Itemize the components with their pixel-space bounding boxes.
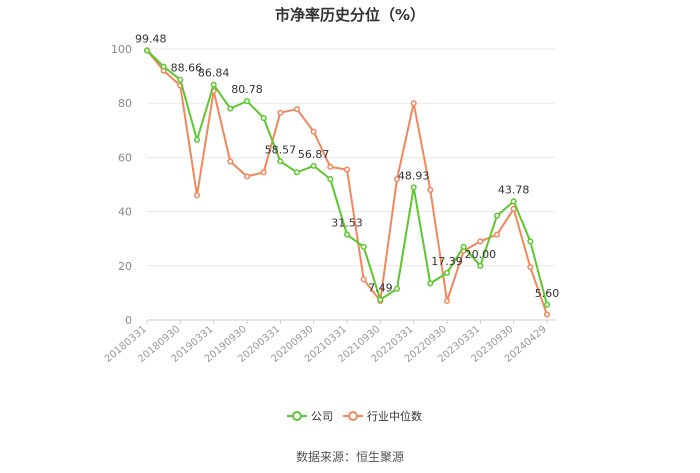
data-point	[210, 81, 217, 88]
data-point	[243, 173, 251, 180]
data-point	[327, 163, 334, 170]
y-tick-label: 80	[118, 97, 132, 110]
data-point	[160, 63, 167, 70]
data-point	[527, 264, 534, 271]
data-point	[143, 47, 151, 54]
data-point	[460, 243, 467, 250]
data-point	[193, 136, 201, 143]
data-point	[277, 158, 284, 165]
data-label: 48.93	[398, 169, 430, 182]
data-point	[177, 76, 184, 83]
data-label: 43.78	[498, 183, 530, 196]
data-point	[527, 238, 534, 245]
data-point	[477, 262, 484, 269]
data-point	[410, 100, 417, 107]
data-point	[493, 212, 501, 219]
data-label: 20.00	[465, 248, 497, 261]
data-point	[510, 198, 517, 205]
data-point	[360, 243, 367, 250]
data-point	[343, 231, 351, 238]
data-point	[543, 311, 551, 318]
y-tick-label: 20	[118, 260, 132, 273]
data-point	[427, 280, 434, 287]
data-point	[443, 269, 451, 276]
legend-label: 行业中位数	[367, 409, 422, 423]
data-point	[477, 238, 484, 245]
data-point	[260, 169, 267, 176]
data-point	[360, 276, 367, 283]
y-tick-label: 40	[118, 206, 132, 219]
data-label: 99.48	[135, 32, 167, 45]
data-label: 17.39	[431, 255, 463, 268]
data-point	[277, 109, 284, 116]
y-tick-label: 100	[111, 43, 132, 56]
legend-label: 公司	[311, 410, 333, 423]
data-label: 86.84	[198, 67, 230, 80]
y-tick-label: 0	[125, 314, 132, 327]
y-tick-label: 60	[118, 151, 132, 164]
data-point	[293, 106, 301, 113]
legend-marker	[292, 411, 302, 421]
data-label: 88.66	[171, 62, 203, 75]
series-line-0	[146, 49, 548, 306]
data-point	[493, 231, 501, 238]
series-line-1	[146, 49, 548, 315]
data-point	[410, 184, 417, 191]
data-label: 80.78	[231, 83, 263, 96]
data-label: 5.60	[535, 287, 560, 300]
data-point	[377, 296, 384, 303]
data-point	[193, 192, 201, 199]
data-point	[543, 301, 551, 308]
data-point	[310, 128, 317, 135]
chart-title: 市净率历史分位（%）	[274, 6, 426, 24]
data-point	[260, 115, 267, 122]
data-label: 31.53	[331, 217, 363, 230]
data-point	[427, 186, 434, 193]
data-point	[443, 297, 451, 305]
data-label: 56.87	[298, 148, 330, 161]
data-point	[227, 158, 234, 165]
legend-marker	[348, 411, 358, 421]
data-label: 7.49	[368, 282, 393, 295]
data-point	[343, 166, 351, 173]
data-point	[310, 162, 317, 169]
data-point	[393, 285, 401, 292]
data-point	[243, 98, 251, 105]
data-point	[393, 176, 401, 183]
data-point	[227, 105, 234, 112]
source-note: 数据来源：恒生聚源	[295, 450, 404, 464]
data-point	[293, 169, 301, 176]
data-label: 58.57	[265, 143, 297, 156]
data-point	[327, 176, 334, 183]
